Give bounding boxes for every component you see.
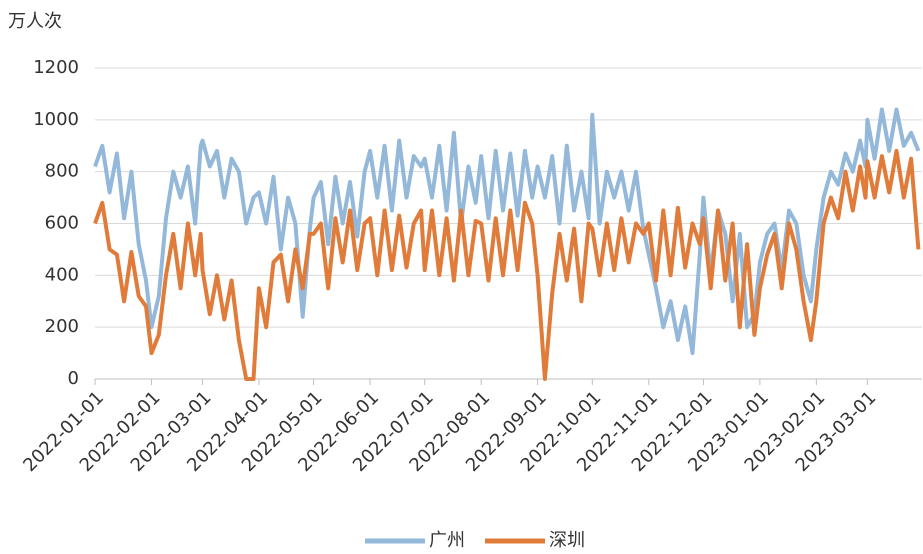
y-tick-label: 0 bbox=[68, 368, 79, 389]
y-tick-label: 1000 bbox=[33, 109, 79, 130]
y-tick-label: 200 bbox=[45, 316, 79, 337]
y-unit: 万人次 bbox=[8, 11, 62, 32]
y-tick-label: 800 bbox=[45, 161, 79, 182]
y-tick-label: 1200 bbox=[33, 57, 79, 78]
y-tick-label: 600 bbox=[45, 213, 79, 234]
y-tick-label: 400 bbox=[45, 264, 79, 285]
legend-label: 深圳 bbox=[549, 530, 585, 551]
legend-label: 广州 bbox=[429, 530, 465, 551]
series-line bbox=[93, 148, 921, 381]
